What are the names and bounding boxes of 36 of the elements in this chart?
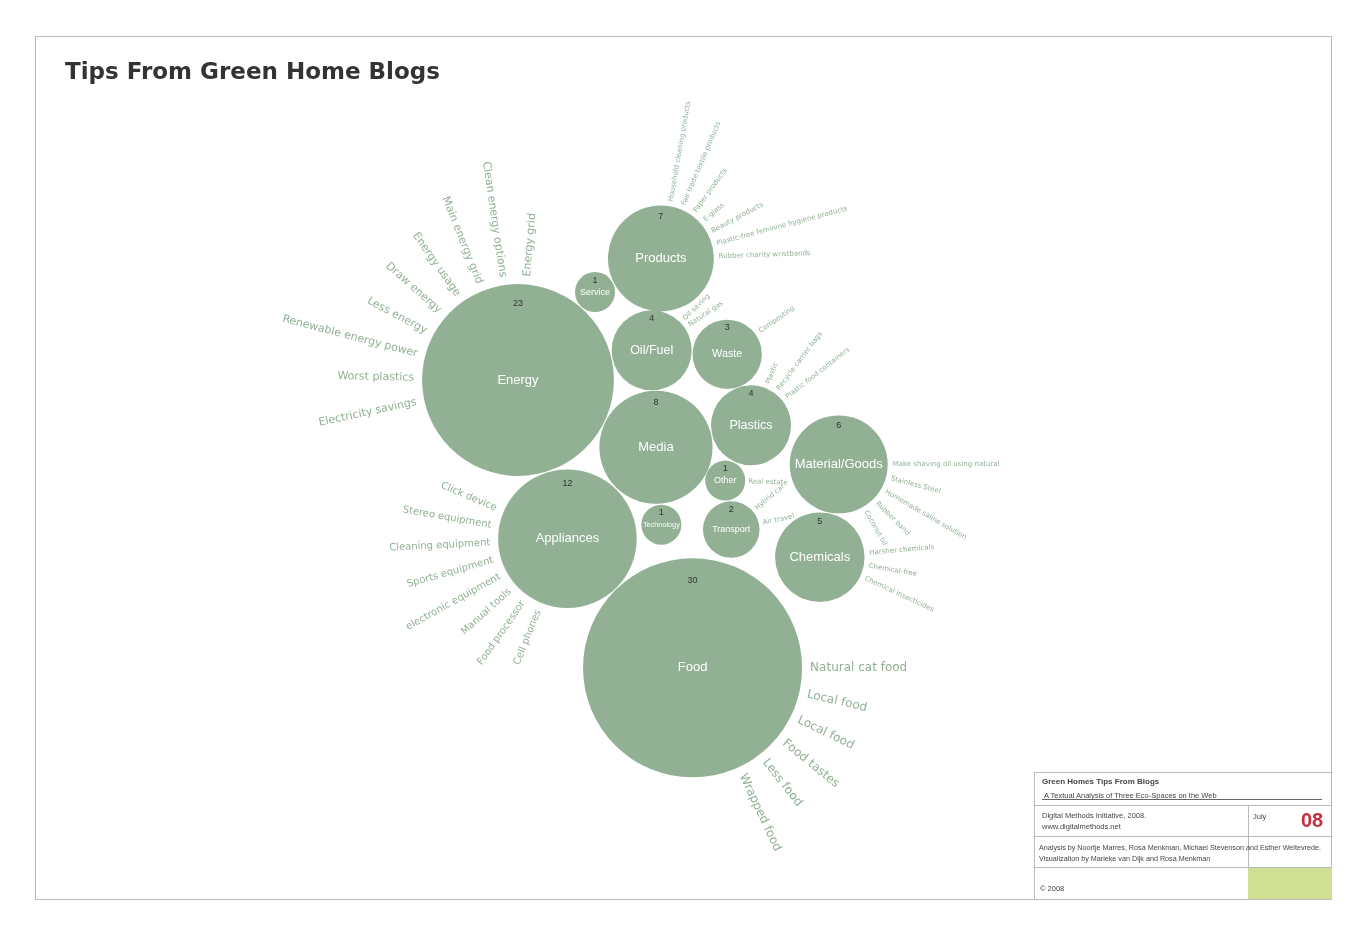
text: Local food bbox=[805, 686, 869, 715]
text: Energy grid bbox=[519, 212, 539, 277]
data-label: 23 bbox=[512, 297, 524, 308]
data-label: 6 bbox=[836, 419, 842, 430]
data-label: 5 bbox=[817, 515, 823, 526]
data-label: 1 bbox=[592, 274, 598, 285]
category-label: Material/Goods bbox=[794, 455, 884, 471]
data-label: 4 bbox=[748, 387, 754, 398]
data-label: 30 bbox=[687, 574, 698, 585]
category-label: Plastics bbox=[729, 417, 773, 432]
category-label: Transport bbox=[712, 524, 751, 535]
text: Electricity savings bbox=[317, 394, 418, 429]
category-label: Waste bbox=[712, 347, 743, 360]
category-label: Oil/Fuel bbox=[630, 342, 674, 357]
category-label: Energy bbox=[497, 371, 540, 387]
text: Natural cat food bbox=[810, 659, 908, 674]
text: Cleaning equipment bbox=[388, 536, 491, 553]
text: Worst plastics bbox=[337, 369, 415, 384]
data-label: 1 bbox=[722, 463, 728, 474]
data-label: 7 bbox=[658, 210, 664, 221]
category-label: Chemicals bbox=[789, 548, 851, 564]
data-label: 3 bbox=[724, 322, 730, 333]
text: Tips From Green Home Blogs bbox=[65, 58, 440, 84]
category-label: Service bbox=[580, 286, 611, 297]
category-label: Media bbox=[638, 438, 675, 454]
text: 08 bbox=[1301, 809, 1324, 832]
category-label: Products bbox=[635, 250, 688, 266]
category-label: Food bbox=[677, 659, 708, 675]
data-label: 1 bbox=[658, 507, 664, 518]
category-label: Other bbox=[713, 475, 737, 486]
category-label: Appliances bbox=[535, 530, 600, 546]
text: Green Homes Tips From Blogs bbox=[1042, 777, 1160, 786]
data-label: 2 bbox=[728, 503, 734, 514]
data-label: 8 bbox=[653, 396, 659, 407]
data-label: 4 bbox=[649, 312, 655, 323]
data-label: 12 bbox=[562, 477, 573, 488]
